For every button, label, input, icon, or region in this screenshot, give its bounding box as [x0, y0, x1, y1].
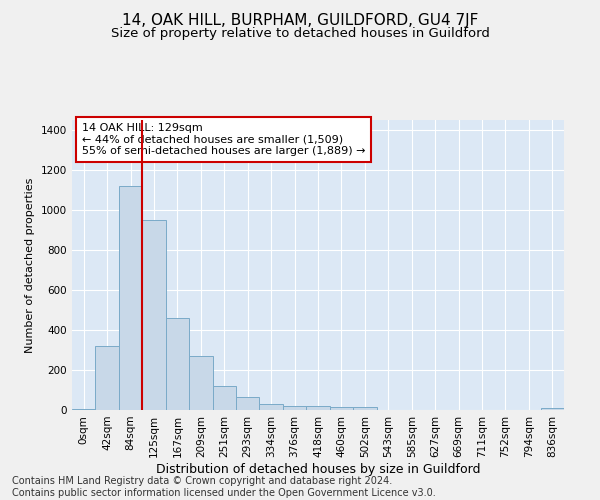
Bar	[330, 406, 353, 410]
Text: 14, OAK HILL, BURPHAM, GUILDFORD, GU4 7JF: 14, OAK HILL, BURPHAM, GUILDFORD, GU4 7J…	[122, 12, 478, 28]
Bar	[189, 356, 212, 410]
X-axis label: Distribution of detached houses by size in Guildford: Distribution of detached houses by size …	[156, 462, 480, 475]
Bar	[95, 346, 119, 410]
Bar	[541, 408, 564, 410]
Bar	[306, 406, 330, 410]
Bar	[259, 404, 283, 410]
Bar	[236, 397, 259, 410]
Text: Contains HM Land Registry data © Crown copyright and database right 2024.
Contai: Contains HM Land Registry data © Crown c…	[12, 476, 436, 498]
Bar	[166, 318, 189, 410]
Bar	[142, 220, 166, 410]
Bar	[119, 186, 142, 410]
Bar	[212, 386, 236, 410]
Y-axis label: Number of detached properties: Number of detached properties	[25, 178, 35, 352]
Bar	[283, 406, 306, 410]
Text: Size of property relative to detached houses in Guildford: Size of property relative to detached ho…	[110, 28, 490, 40]
Text: 14 OAK HILL: 129sqm
← 44% of detached houses are smaller (1,509)
55% of semi-det: 14 OAK HILL: 129sqm ← 44% of detached ho…	[82, 123, 365, 156]
Bar	[353, 407, 377, 410]
